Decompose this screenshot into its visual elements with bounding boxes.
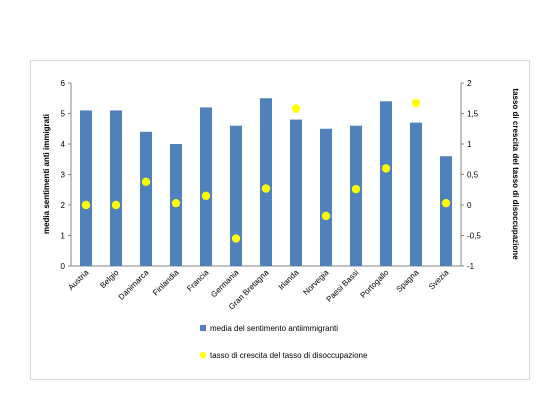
bar	[260, 98, 272, 266]
y-tick-label: 4	[61, 140, 66, 149]
legend-swatch-bars	[200, 325, 206, 331]
y-tick-label: 5	[61, 110, 66, 119]
x-tick-label: Portogallo	[359, 268, 391, 300]
y2-tick-label: -1	[467, 262, 475, 271]
legend: media del sentimento antiimmigranti tass…	[199, 324, 368, 360]
bar	[320, 128, 332, 266]
bar	[440, 156, 452, 266]
y-tick-label: 2	[61, 201, 66, 210]
x-tick-label: Germania	[209, 268, 241, 300]
bar	[380, 101, 392, 266]
y2-tick-label: -0,5	[467, 232, 481, 241]
point	[171, 198, 181, 208]
point	[351, 184, 361, 194]
x-tick-label: Paesi Bassi	[324, 268, 360, 304]
legend-swatch-points	[199, 351, 207, 359]
y-axis-title: media sentimenti anti immigrati	[42, 114, 51, 234]
x-tick-label: Danimarca	[117, 268, 151, 302]
y-tick-label: 1	[61, 232, 66, 241]
point	[381, 164, 391, 173]
point	[81, 200, 91, 210]
y2-axis-title: tasso di crescita del tasso di disoccupa…	[511, 88, 520, 260]
point	[141, 177, 151, 187]
x-tick-label: Irlanda	[277, 268, 301, 292]
bar	[110, 110, 122, 266]
legend-label-bars: media del sentimento antiimmigranti	[210, 324, 338, 333]
x-tick-label: Belgio	[98, 268, 120, 290]
chart-frame: 0 1 2 3 4 5 6 -1 -0,5 0 0,5 1 1,5 2 Austria Belgio Danim…	[30, 60, 530, 380]
y2-tick-label: 0	[467, 201, 472, 210]
bar	[410, 122, 422, 267]
x-tick-label: Spagna	[395, 268, 421, 294]
point	[111, 200, 121, 210]
y-tick-label: 6	[61, 79, 66, 88]
bar	[140, 131, 152, 266]
y2-tick-label: 1	[467, 140, 472, 149]
bar	[200, 107, 212, 267]
x-tick-label: Svezia	[427, 268, 451, 292]
legend-label-points: tasso di crescita del tasso di disoccupa…	[210, 351, 368, 360]
bar	[350, 125, 362, 266]
bar	[80, 110, 92, 266]
x-tick-label: Norvegia	[301, 268, 330, 297]
y-tick-label: 0	[61, 262, 66, 271]
bar	[290, 119, 302, 266]
point	[201, 191, 211, 201]
y2-tick-label: 2	[467, 79, 472, 88]
point	[231, 234, 241, 243]
bar	[230, 125, 242, 266]
x-tick-label: Francia	[185, 268, 211, 294]
y-tick-label: 3	[61, 171, 66, 180]
point	[441, 198, 451, 208]
point	[321, 211, 331, 221]
point	[261, 184, 271, 193]
x-tick-label: Austria	[66, 268, 90, 292]
y2-tick-label: 1,5	[467, 110, 479, 119]
x-tick-label: Finlandia	[151, 268, 181, 298]
combo-chart: 0 1 2 3 4 5 6 -1 -0,5 0 0,5 1 1,5 2 Austria BelgioDanim…	[42, 79, 520, 360]
point	[291, 104, 301, 113]
point	[411, 98, 421, 108]
y2-tick-label: 0,5	[467, 171, 479, 180]
